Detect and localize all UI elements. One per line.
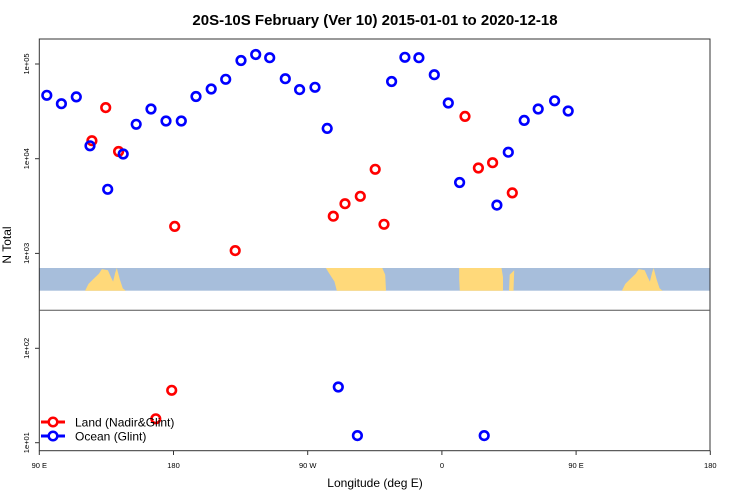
ocean-point [117,148,129,160]
y-tick-label: 1e+05 [22,53,31,74]
legend-label-land: Land (Nadir&Glint) [75,416,174,430]
ocean-point [175,115,187,127]
land-point [459,110,471,122]
x-tick-label: 0 [440,461,444,470]
ocean-point [399,51,411,63]
ocean-point [428,69,440,81]
x-axis-label: Longitude (deg E) [327,476,422,490]
chart-title: 20S-10S February (Ver 10) 2015-01-01 to … [192,12,557,29]
ocean-point [55,98,68,110]
legend-marker-land [47,416,59,428]
ocean-point [478,430,490,442]
y-axis-label: N Total [0,226,14,263]
ocean-point [84,140,96,152]
land-point [378,218,390,230]
ocean-point [309,81,321,93]
ocean-point [130,118,142,130]
ocean-point [332,381,344,393]
points [41,48,574,442]
y-tick-label: 1e+04 [22,148,31,169]
ocean-point [70,91,82,103]
land-point [354,190,366,202]
land-point [506,187,518,199]
x-tick-label: 90 E [568,461,583,470]
ocean-point [160,115,172,127]
land-shape [621,268,663,291]
ocean-point [294,83,306,96]
ocean-point [41,89,53,101]
y-axis: 1e+05 1e+04 1e+03 1e+02 1e+01 [22,53,40,453]
x-tick-label: 180 [704,461,717,470]
ocean-point [235,54,247,67]
x-tick-label: 180 [167,461,180,470]
ocean-point [532,103,544,115]
ocean-point [548,95,561,107]
ocean-point [220,73,232,85]
ocean-point [321,122,333,134]
ocean-point [491,199,503,211]
plot-frame [38,38,711,452]
land-shape [325,268,386,291]
ocean-point [250,48,262,61]
land-point [487,157,499,169]
y-tick-label: 1e+03 [22,243,31,264]
legend-label-ocean: Ocean (Glint) [75,430,146,444]
land-shape [85,268,126,291]
x-tick-label: 90 E [32,461,47,470]
land-point [472,162,485,174]
legend-marker-ocean [47,430,59,442]
ocean-point [502,146,514,158]
land-point [150,413,162,425]
land-point [327,210,339,222]
ocean-point [413,52,425,64]
x-axis: 90 E 180 90 W 0 90 E 180 [32,450,717,470]
y-tick-label: 1e+01 [22,432,31,453]
ocean-point [145,103,157,115]
land-point [339,198,351,210]
x-tick-label: 90 W [299,461,317,470]
ocean-point [264,52,276,64]
ocean-point [190,90,202,103]
ocean-point [351,430,364,442]
y-tick-label: 1e+02 [22,338,31,359]
land-point [229,245,241,257]
land-shape [459,268,503,291]
ocean-point [102,183,114,195]
ocean-point [562,105,574,117]
land-shape [509,270,515,291]
land-point [166,384,178,396]
ocean-point [442,97,454,109]
land-point [100,101,112,114]
land-point [86,135,98,147]
land-point [369,163,381,175]
ocean-point [386,75,398,88]
land-point [169,220,181,232]
ocean-point [279,73,291,85]
legend: Land (Nadir&Glint) Ocean (Glint) [41,416,174,444]
ocean-point [205,83,217,95]
ocean-point [454,176,466,189]
land-mask-strip [39,268,711,291]
ocean-point [518,114,530,126]
